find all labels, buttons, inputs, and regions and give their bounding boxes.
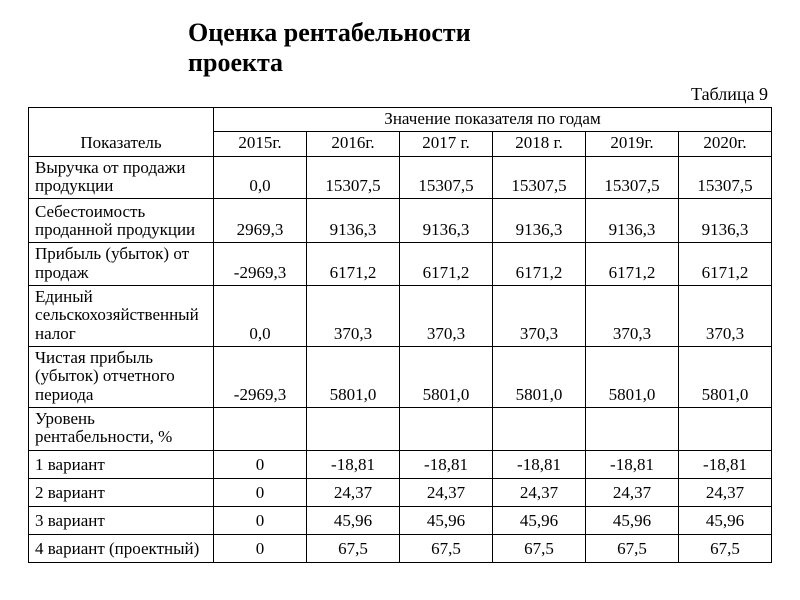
cell-value: 24,37 xyxy=(307,478,400,506)
cell-value: 45,96 xyxy=(586,506,679,534)
table-row: Выручка от продажи продукции0,015307,515… xyxy=(29,156,772,199)
cell-value: 24,37 xyxy=(400,478,493,506)
cell-value: -18,81 xyxy=(679,450,772,478)
col-header-year: 2016г. xyxy=(307,132,400,156)
row-label: Себестоимость проданной продукции xyxy=(29,199,214,243)
row-label: 1 вариант xyxy=(29,450,214,478)
col-header-year: 2020г. xyxy=(679,132,772,156)
cell-value: 0 xyxy=(214,450,307,478)
cell-value: 370,3 xyxy=(493,285,586,346)
cell-value: 15307,5 xyxy=(586,156,679,199)
cell-value xyxy=(307,408,400,451)
cell-value: 24,37 xyxy=(493,478,586,506)
table-row: Чистая прибыль (убыток) отчетного период… xyxy=(29,347,772,408)
cell-value: 0 xyxy=(214,478,307,506)
table-row: 4 вариант (проектный)067,567,567,567,567… xyxy=(29,534,772,562)
table-row: Единый сельскохозяйственный налог0,0370,… xyxy=(29,285,772,346)
cell-value: 370,3 xyxy=(586,285,679,346)
cell-value: -18,81 xyxy=(586,450,679,478)
table-row: 2 вариант024,3724,3724,3724,3724,37 xyxy=(29,478,772,506)
cell-value: 370,3 xyxy=(679,285,772,346)
cell-value xyxy=(400,408,493,451)
cell-value: 370,3 xyxy=(400,285,493,346)
table-caption: Таблица 9 xyxy=(691,84,768,105)
row-label: Чистая прибыль (убыток) отчетного период… xyxy=(29,347,214,408)
row-label: Прибыль (убыток) от продаж xyxy=(29,243,214,286)
row-label: 3 вариант xyxy=(29,506,214,534)
cell-value: -18,81 xyxy=(307,450,400,478)
row-label: 4 вариант (проектный) xyxy=(29,534,214,562)
cell-value: 45,96 xyxy=(400,506,493,534)
cell-value: 6171,2 xyxy=(493,243,586,286)
cell-value: 0,0 xyxy=(214,285,307,346)
cell-value xyxy=(679,408,772,451)
cell-value: 45,96 xyxy=(493,506,586,534)
cell-value: 370,3 xyxy=(307,285,400,346)
cell-value: 24,37 xyxy=(679,478,772,506)
title-line-2: проекта xyxy=(188,48,283,77)
cell-value: 67,5 xyxy=(586,534,679,562)
cell-value: 5801,0 xyxy=(679,347,772,408)
row-label: Уровень рентабельности, % xyxy=(29,408,214,451)
cell-value: 5801,0 xyxy=(400,347,493,408)
cell-value: -18,81 xyxy=(493,450,586,478)
table-row: 3 вариант045,9645,9645,9645,9645,96 xyxy=(29,506,772,534)
cell-value: 67,5 xyxy=(493,534,586,562)
cell-value: 6171,2 xyxy=(679,243,772,286)
row-label: Единый сельскохозяйственный налог xyxy=(29,285,214,346)
col-header-indicator-label: Показатель xyxy=(80,133,161,152)
cell-value: 6171,2 xyxy=(307,243,400,286)
cell-value: 15307,5 xyxy=(493,156,586,199)
cell-value xyxy=(493,408,586,451)
cell-value: 15307,5 xyxy=(400,156,493,199)
cell-value: 9136,3 xyxy=(400,199,493,243)
table-body: Выручка от продажи продукции0,015307,515… xyxy=(29,156,772,562)
cell-value: 2969,3 xyxy=(214,199,307,243)
cell-value: 67,5 xyxy=(400,534,493,562)
col-header-year: 2018 г. xyxy=(493,132,586,156)
cell-value xyxy=(586,408,679,451)
cell-value: 67,5 xyxy=(307,534,400,562)
cell-value: 0 xyxy=(214,506,307,534)
cell-value: 24,37 xyxy=(586,478,679,506)
cell-value: 5801,0 xyxy=(586,347,679,408)
cell-value: 6171,2 xyxy=(586,243,679,286)
cell-value: 0,0 xyxy=(214,156,307,199)
cell-value: 5801,0 xyxy=(493,347,586,408)
cell-value: 5801,0 xyxy=(307,347,400,408)
table-row: 1 вариант0-18,81-18,81-18,81-18,81-18,81 xyxy=(29,450,772,478)
cell-value: 6171,2 xyxy=(400,243,493,286)
col-header-year: 2019г. xyxy=(586,132,679,156)
cell-value: -18,81 xyxy=(400,450,493,478)
col-header-indicator: Показатель xyxy=(29,107,214,156)
cell-value: 0 xyxy=(214,534,307,562)
page-title: Оценка рентабельности проекта xyxy=(188,18,772,78)
cell-value: 9136,3 xyxy=(307,199,400,243)
cell-value: 67,5 xyxy=(679,534,772,562)
title-line-1: Оценка рентабельности xyxy=(188,18,471,47)
cell-value: -2969,3 xyxy=(214,347,307,408)
row-label: 2 вариант xyxy=(29,478,214,506)
col-header-year: 2017 г. xyxy=(400,132,493,156)
cell-value: 15307,5 xyxy=(679,156,772,199)
table-row: Уровень рентабельности, % xyxy=(29,408,772,451)
profitability-table: Показатель Значение показателя по годам … xyxy=(28,107,772,563)
col-header-years-group: Значение показателя по годам xyxy=(214,107,772,131)
cell-value: 45,96 xyxy=(307,506,400,534)
cell-value: 9136,3 xyxy=(679,199,772,243)
cell-value xyxy=(214,408,307,451)
cell-value: -2969,3 xyxy=(214,243,307,286)
table-row: Себестоимость проданной продукции2969,39… xyxy=(29,199,772,243)
cell-value: 9136,3 xyxy=(586,199,679,243)
cell-value: 15307,5 xyxy=(307,156,400,199)
cell-value: 45,96 xyxy=(679,506,772,534)
row-label: Выручка от продажи продукции xyxy=(29,156,214,199)
col-header-year: 2015г. xyxy=(214,132,307,156)
col-header-years-label: Значение показателя по годам xyxy=(384,109,600,128)
table-row: Прибыль (убыток) от продаж-2969,36171,26… xyxy=(29,243,772,286)
cell-value: 9136,3 xyxy=(493,199,586,243)
